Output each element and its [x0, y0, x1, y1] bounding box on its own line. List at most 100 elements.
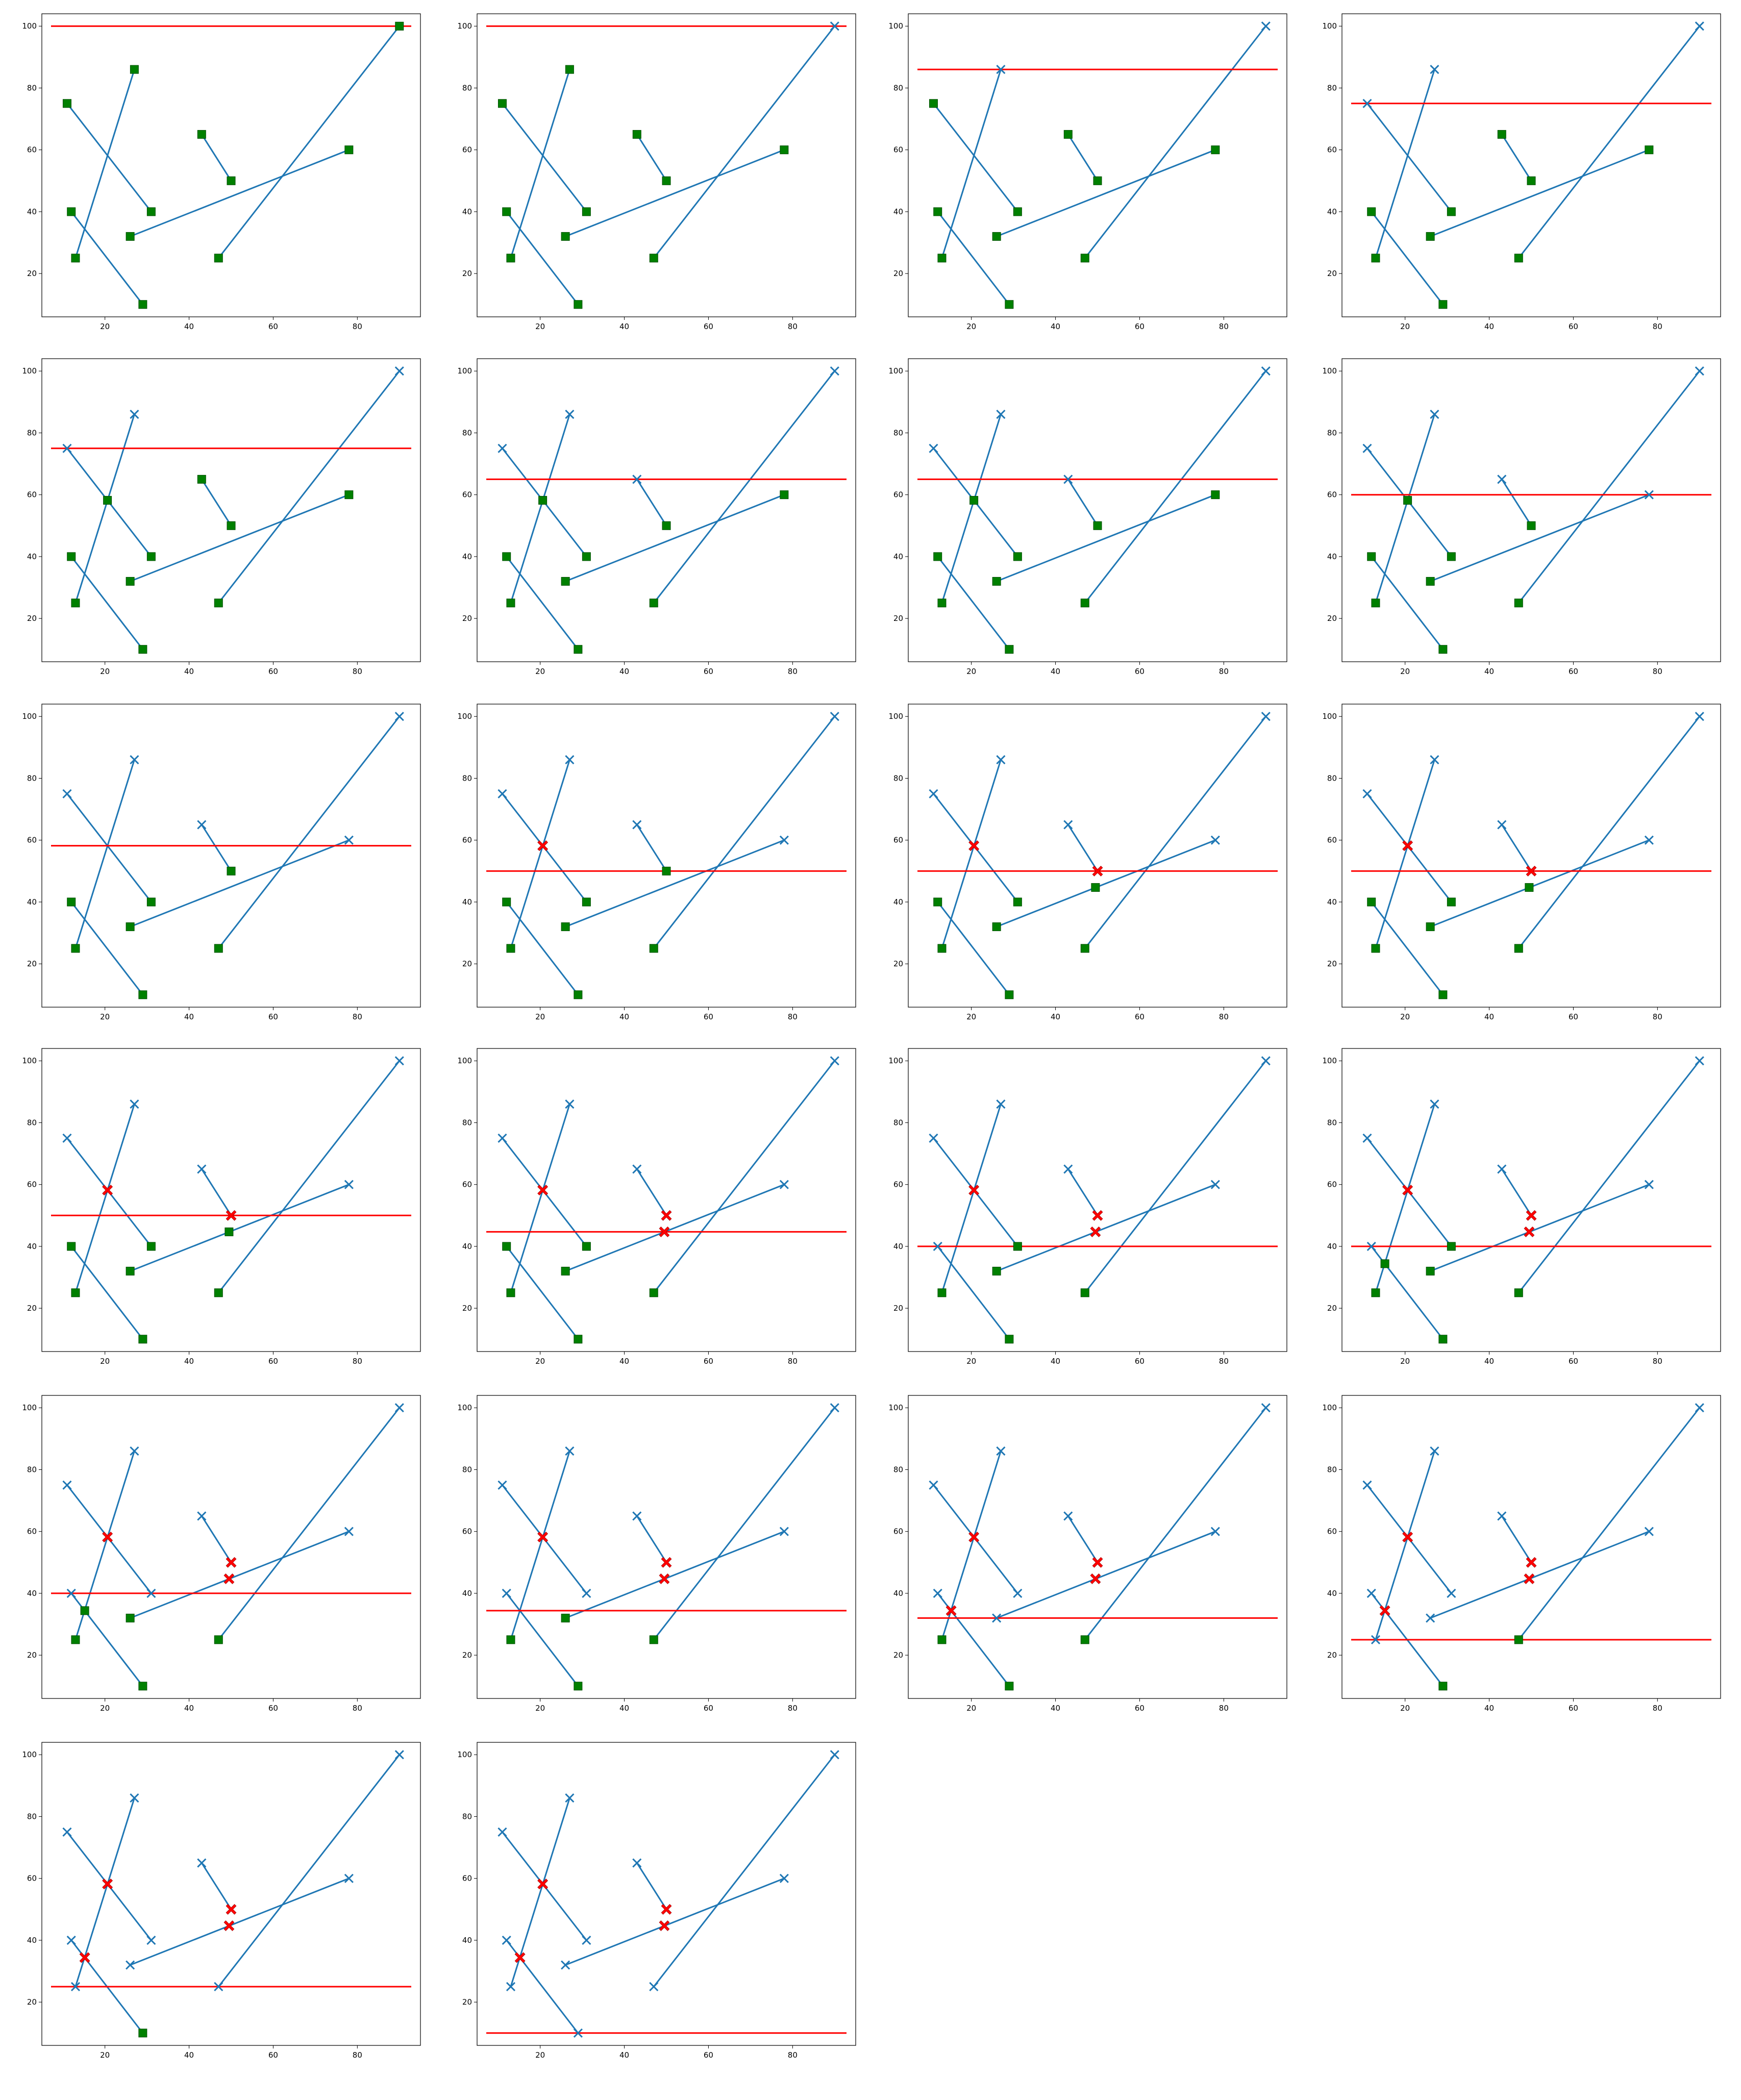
panel-18: 20 40 60 80 20 40 60 80 100: [457, 1395, 856, 1713]
processed-point: [1063, 1164, 1073, 1174]
segment-s5: [1501, 1515, 1532, 1563]
x-tick-label: 20: [535, 1357, 545, 1366]
intersection-point: [1092, 865, 1103, 877]
segment-s4: [1430, 1531, 1650, 1619]
event-point: [138, 990, 147, 999]
segment-s6: [653, 1060, 835, 1293]
processed-point: [1362, 443, 1372, 453]
x-tick-label: 80: [788, 1012, 798, 1021]
x-tick-label: 80: [788, 1357, 798, 1366]
processed-point: [1366, 1241, 1376, 1251]
event-point: [992, 577, 1001, 586]
y-tick-label: 100: [457, 712, 472, 721]
segment-s3: [1371, 211, 1444, 305]
x-tick-label: 60: [704, 322, 713, 331]
event-point: [582, 552, 591, 561]
y-tick-label: 100: [22, 366, 37, 376]
segment-s6: [218, 1754, 400, 1987]
segment-s2: [510, 1104, 570, 1293]
segment-s3: [506, 1593, 579, 1687]
intersection-point: [1402, 840, 1413, 852]
processed-point: [506, 1982, 516, 1991]
y-tick-label: 20: [893, 1651, 903, 1660]
panel-6: 20 40 60 80 20 40 60 80 100: [457, 358, 856, 676]
event-point: [937, 1635, 947, 1644]
processed-point: [146, 1935, 156, 1945]
y-tick-label: 80: [462, 773, 472, 783]
segment-s2: [941, 69, 1002, 259]
y-tick-label: 60: [462, 490, 472, 499]
processed-point: [996, 755, 1006, 765]
processed-point: [130, 1793, 139, 1803]
event-point: [138, 2029, 147, 2038]
event-point: [502, 1242, 511, 1251]
segment-s5: [201, 1862, 232, 1910]
segment-s3: [937, 1246, 1010, 1340]
axes-frame: [41, 358, 421, 662]
processed-point: [830, 1750, 839, 1760]
event-point: [565, 65, 574, 74]
event-point: [632, 130, 641, 139]
event-point: [197, 130, 206, 139]
intersection-point: [1402, 1185, 1413, 1196]
intersection-point: [537, 1532, 549, 1543]
y-tick-label: 80: [1327, 428, 1337, 437]
event-point: [130, 65, 139, 74]
intersection-point: [1090, 1573, 1101, 1584]
segment-s4: [565, 494, 785, 582]
event-point: [1380, 1259, 1389, 1268]
y-tick-label: 20: [893, 614, 903, 623]
intersection-point: [1090, 1227, 1101, 1237]
processed-point: [1695, 712, 1704, 721]
processed-point: [929, 443, 938, 453]
processed-point: [344, 1873, 354, 1883]
x-tick-label: 20: [966, 322, 976, 331]
x-tick-label: 60: [704, 2051, 713, 2060]
y-tick-label: 40: [1327, 1589, 1337, 1598]
processed-point: [582, 1935, 591, 1945]
plot-content: [51, 366, 411, 654]
x-tick-label: 40: [619, 2051, 629, 2060]
processed-point: [1210, 1180, 1220, 1189]
x-tick-label: 80: [1219, 1012, 1229, 1021]
segment-s6: [1084, 370, 1266, 604]
x-tick-label: 20: [1400, 667, 1410, 676]
intersection-point: [659, 1227, 670, 1237]
y-tick-label: 60: [27, 1180, 37, 1189]
plot-content: [917, 21, 1278, 309]
y-tick-label: 40: [462, 1589, 472, 1598]
event-point: [649, 944, 658, 953]
event-point: [506, 254, 515, 263]
event-point: [1426, 232, 1435, 241]
event-point: [1438, 645, 1448, 654]
processed-point: [197, 1164, 207, 1174]
segment-s4: [996, 1184, 1216, 1272]
x-tick-label: 20: [535, 2051, 545, 2060]
y-tick-label: 20: [27, 614, 37, 623]
event-point: [1371, 254, 1380, 263]
segment-s6: [218, 1060, 400, 1293]
x-tick-label: 60: [268, 1012, 278, 1021]
axes-frame: [908, 358, 1287, 662]
processed-point: [498, 443, 507, 453]
event-point: [506, 598, 515, 608]
plot-content: [486, 1056, 847, 1344]
x-tick-label: 60: [1135, 322, 1145, 331]
processed-point: [649, 1982, 659, 1991]
x-tick-label: 20: [100, 1704, 110, 1713]
y-tick-label: 80: [27, 428, 37, 437]
y-tick-label: 40: [462, 897, 472, 907]
x-tick-label: 40: [619, 322, 629, 331]
panel-3: 20 40 60 80 20 40 60 80 100: [888, 13, 1287, 331]
processed-point: [830, 712, 839, 721]
axes-frame: [1341, 1048, 1721, 1352]
y-tick-label: 40: [893, 1242, 903, 1251]
x-tick-label: 20: [966, 1704, 976, 1713]
x-tick-label: 80: [353, 667, 362, 676]
event-point: [138, 1682, 147, 1691]
panel-20: 20 40 60 80 20 40 60 80 100: [1322, 1395, 1721, 1713]
processed-point: [502, 1588, 511, 1598]
processed-point: [1644, 1180, 1654, 1189]
panel-21: 20 40 60 80 20 40 60 80 100: [22, 1742, 421, 2060]
y-tick-label: 80: [1327, 1465, 1337, 1474]
